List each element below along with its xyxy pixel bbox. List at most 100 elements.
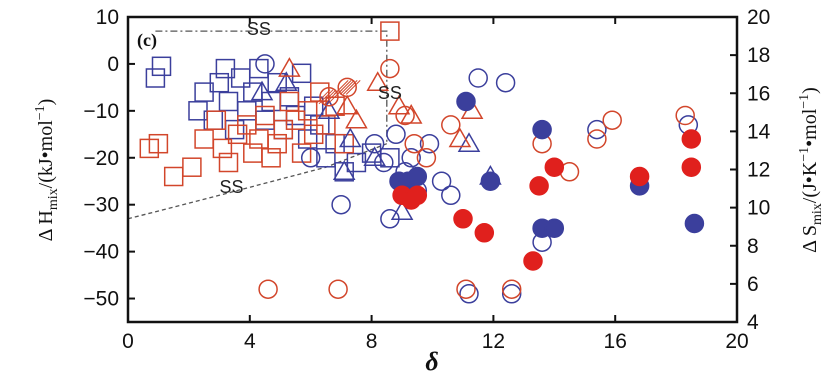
data-point-hatch-line [318,89,334,105]
data-point-square [380,21,400,41]
data-point-hatched [337,77,357,98]
data-point-circle [629,166,650,187]
data-point-square [148,133,169,154]
data-point-circle [328,279,348,299]
left-y-tick-label: −20 [83,147,119,170]
data-point-circle [419,133,440,154]
data-point-circle [675,105,695,126]
right-y-axis-title: Δ Smix/(J•K−1•mol−1) [797,87,825,253]
data-point-triangle [457,132,481,152]
data-point-circle [386,124,406,145]
x-tick-label: 8 [366,330,378,353]
right-y-tick-label: 10 [747,197,770,220]
left-y-title-sub: mix [46,188,61,210]
data-point-triangle [317,99,341,120]
data-point-square [267,133,287,154]
x-axis-title: δ [425,347,438,374]
data-point-circle [681,129,702,149]
x-tick-label: 16 [604,330,627,353]
x-tick-label: 12 [482,330,505,353]
data-point-hatch-line [342,80,358,95]
left-y-tick-label: −50 [83,288,119,311]
data-point-circle [587,129,607,149]
data-point-square [310,82,330,102]
data-point-circle [456,279,476,299]
axis-ticks: 0 4 8 12 16 20 10 0 −10 −20 −30 −40 −50 20 18 16 14 12 10 8… [83,6,770,353]
data-point-circle [374,152,394,173]
data-point-circle [468,68,488,88]
data-point-circle [431,171,452,191]
data-point-triangle [345,108,368,129]
data-point-circle [523,251,543,271]
right-y-tick-label: 18 [747,44,770,67]
boundary-line-dashed [127,143,388,220]
data-point-hatch-line [336,80,352,95]
right-y-title-prefix: Δ S [799,225,821,253]
data-point-circle [453,209,473,229]
boundary-line-dashdot [155,30,388,144]
data-point-triangle [250,80,274,101]
data-point-circle [495,72,516,93]
data-point-square [206,110,227,130]
data-point-circle [331,194,351,215]
data-point-circle [602,110,622,130]
data-point-square [291,143,312,163]
left-y-title-prefix: Δ H [35,210,57,241]
data-point-circle [529,176,549,196]
data-point-circle [480,171,501,191]
data-point-square [261,148,281,168]
data-point-square [218,152,239,173]
data-point-square [255,105,275,126]
right-y-tick-label: 20 [747,6,770,29]
data-point-hatch-line [321,89,337,105]
data-point-square [267,72,287,93]
left-y-tick-label: −40 [83,241,119,264]
data-point-triangle [335,94,359,115]
data-points [139,21,705,304]
data-point-circle [544,157,565,177]
data-point-hatch-line [315,89,331,105]
right-y-tick-label: 16 [747,82,770,105]
right-y-title-sup1: −1 [797,147,812,162]
region-label-ss: SS [378,83,402,103]
data-point-hatch-line [339,80,355,95]
right-y-title-sub: mix [810,203,825,225]
data-point-circle [456,91,476,112]
data-point-circle [401,190,421,210]
data-point-circle [395,105,415,126]
left-y-tick-label: 0 [107,53,119,76]
data-point-square [209,72,230,93]
right-y-tick-label: 4 [747,311,759,334]
x-tick-label: 0 [122,330,134,353]
data-point-circle [380,209,400,229]
data-point-circle [416,148,437,168]
data-point-circle [441,185,461,206]
data-point-circle [380,58,400,79]
data-point-triangle [366,71,389,91]
right-y-tick-label: 6 [747,273,759,296]
x-tick-label: 20 [725,330,748,353]
data-point-circle [364,133,385,154]
x-tick-label: 4 [244,330,256,353]
right-y-title-mid: •mol [799,108,821,147]
right-y-title-sup2: −1 [797,94,812,109]
region-label-ss: SS [220,177,244,197]
left-y-axis-title: Δ Hmix/(kJ•mol−1) [33,99,61,242]
data-point-hatch-line [333,80,349,95]
left-y-title-sup: −1 [33,105,48,120]
data-point-hatch-line [345,80,361,95]
data-point-circle [404,133,424,154]
right-y-tick-label: 14 [747,120,771,143]
data-point-circle [407,166,428,187]
data-point-circle [459,284,479,304]
data-point-triangle [339,127,362,148]
data-point-circle [258,279,278,299]
left-y-title-suffix: /(kJ•mol [35,120,57,189]
annotations: SS SS SS [220,19,402,197]
left-y-tick-label: −10 [83,100,119,123]
region-label-ss: SS [247,19,271,39]
data-point-square [145,68,166,88]
data-point-circle [681,157,702,177]
boundary-lines [127,30,388,220]
